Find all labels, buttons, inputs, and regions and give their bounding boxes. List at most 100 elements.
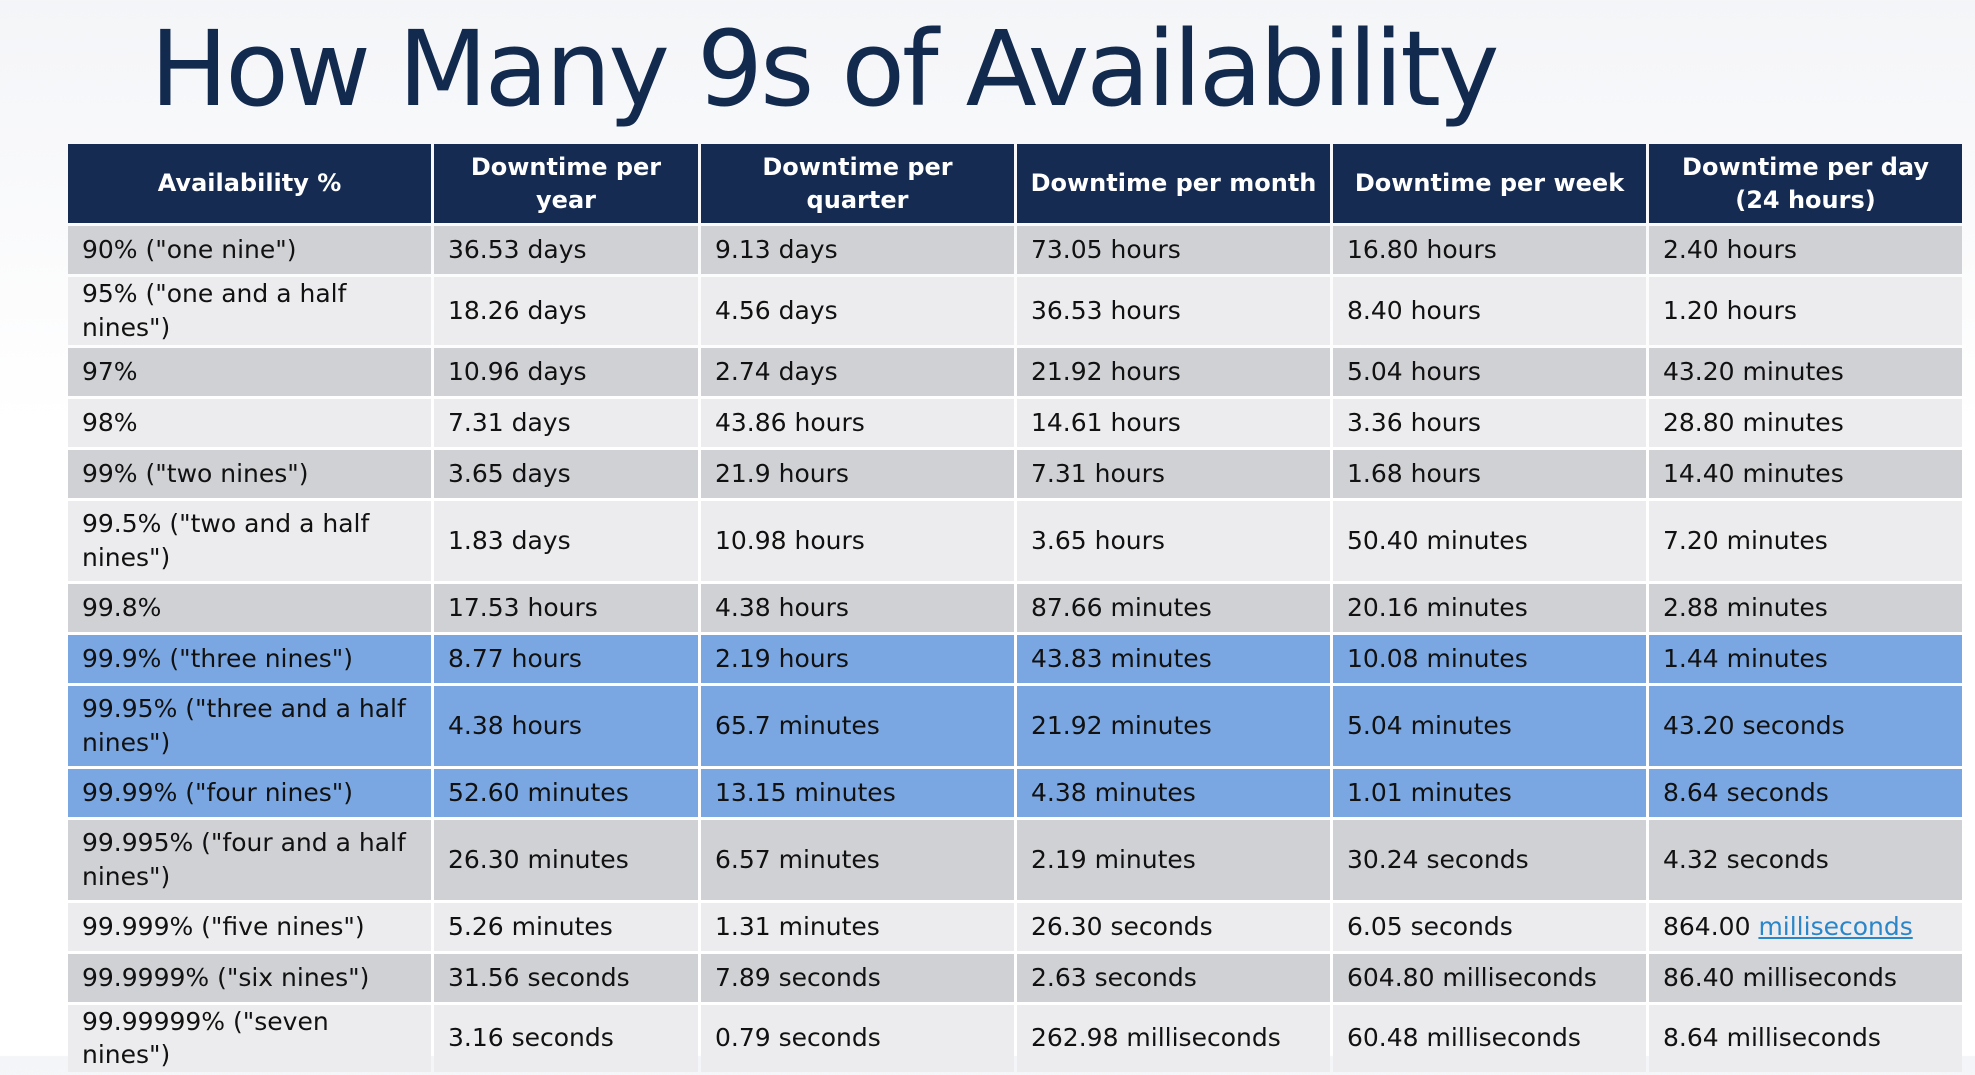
table-row: 90% ("one nine") 36.53 days 9.13 days 73.05…	[68, 226, 1962, 274]
cell-availability: 99.99999% ("seven nines")	[68, 1004, 431, 1072]
table-row: 99.9% ("three nines") 8.77 hours 2.19 hour…	[68, 634, 1962, 683]
milliseconds-link[interactable]: milliseconds	[1758, 911, 1913, 941]
cell-downtime-month: 4.38 minutes	[1017, 768, 1330, 817]
cell-availability: 99.95% ("three and a half nines")	[68, 685, 431, 766]
table-row: 99.999% ("five nines") 5.26 minutes 1.31 m…	[68, 902, 1962, 951]
cell-downtime-year: 10.96 days	[434, 347, 698, 396]
cell-downtime-year: 18.26 days	[434, 277, 698, 345]
cell-downtime-day: 2.40 hours	[1649, 226, 1962, 274]
cell-downtime-quarter: 43.86 hours	[701, 398, 1014, 447]
cell-downtime-day: 8.64 seconds	[1649, 768, 1962, 817]
cell-downtime-quarter: 9.13 days	[701, 226, 1014, 274]
cell-downtime-day: 43.20 minutes	[1649, 347, 1962, 396]
cell-downtime-week: 604.80 milliseconds	[1333, 953, 1646, 1002]
cell-downtime-quarter: 2.19 hours	[701, 634, 1014, 683]
cell-availability: 98%	[68, 398, 431, 447]
cell-downtime-day: 86.40 milliseconds	[1649, 953, 1962, 1002]
cell-downtime-week: 10.08 minutes	[1333, 634, 1646, 683]
cell-downtime-week: 60.48 milliseconds	[1333, 1004, 1646, 1072]
table-row: 95% ("one and a half nines") 18.26 days 4.…	[68, 277, 1962, 345]
cell-downtime-quarter: 4.38 hours	[701, 583, 1014, 632]
header-downtime-week: Downtime per week	[1333, 144, 1646, 223]
table-row: 98% 7.31 days 43.86 hours 14.61 hours 3.36 h…	[68, 398, 1962, 447]
table-row: 99.5% ("two and a half nines") 1.83 days 1…	[68, 500, 1962, 581]
header-downtime-year: Downtime per year	[434, 144, 698, 223]
cell-availability: 99.999% ("five nines")	[68, 902, 431, 951]
cell-downtime-week: 3.36 hours	[1333, 398, 1646, 447]
cell-downtime-month: 7.31 hours	[1017, 449, 1330, 498]
cell-downtime-day: 7.20 minutes	[1649, 500, 1962, 581]
cell-availability: 99.5% ("two and a half nines")	[68, 500, 431, 581]
table-row: 97% 10.96 days 2.74 days 21.92 hours 5.04 ho…	[68, 347, 1962, 396]
cell-downtime-quarter: 1.31 minutes	[701, 902, 1014, 951]
cell-availability: 99.9% ("three nines")	[68, 634, 431, 683]
cell-availability: 99% ("two nines")	[68, 449, 431, 498]
cell-downtime-year: 4.38 hours	[434, 685, 698, 766]
cell-downtime-year: 3.65 days	[434, 449, 698, 498]
cell-downtime-week: 5.04 minutes	[1333, 685, 1646, 766]
cell-downtime-year: 3.16 seconds	[434, 1004, 698, 1072]
cell-downtime-day: 2.88 minutes	[1649, 583, 1962, 632]
page-title: How Many 9s of Availability	[150, 8, 1500, 130]
cell-downtime-year: 26.30 minutes	[434, 819, 698, 900]
cell-downtime-day: 864.00 milliseconds	[1649, 902, 1962, 951]
table-row: 99.95% ("three and a half nines") 4.38 ho…	[68, 685, 1962, 766]
cell-downtime-day: 14.40 minutes	[1649, 449, 1962, 498]
cell-downtime-year: 31.56 seconds	[434, 953, 698, 1002]
cell-downtime-month: 2.19 minutes	[1017, 819, 1330, 900]
cell-availability: 90% ("one nine")	[68, 226, 431, 274]
table-row: 99.8% 17.53 hours 4.38 hours 87.66 minutes 2…	[68, 583, 1962, 632]
cell-downtime-month: 14.61 hours	[1017, 398, 1330, 447]
cell-downtime-week: 50.40 minutes	[1333, 500, 1646, 581]
table-body: 90% ("one nine") 36.53 days 9.13 days 73.05…	[68, 226, 1962, 1072]
cell-downtime-week: 6.05 seconds	[1333, 902, 1646, 951]
header-row: Availability % Downtime per year Downtim…	[68, 144, 1962, 223]
cell-downtime-month: 262.98 milliseconds	[1017, 1004, 1330, 1072]
cell-downtime-year: 7.31 days	[434, 398, 698, 447]
cell-availability: 95% ("one and a half nines")	[68, 277, 431, 345]
table-row: 99.995% ("four and a half nines") 26.30 m…	[68, 819, 1962, 900]
cell-downtime-quarter: 0.79 seconds	[701, 1004, 1014, 1072]
cell-downtime-day: 43.20 seconds	[1649, 685, 1962, 766]
header-downtime-month: Downtime per month	[1017, 144, 1330, 223]
cell-downtime-year: 8.77 hours	[434, 634, 698, 683]
header-downtime-day: Downtime per day (24 hours)	[1649, 144, 1962, 223]
table-row: 99.99% ("four nines") 52.60 minutes 13.15 …	[68, 768, 1962, 817]
availability-table-container: Availability % Downtime per year Downtim…	[65, 141, 1962, 1075]
cell-downtime-week: 1.01 minutes	[1333, 768, 1646, 817]
cell-downtime-quarter: 65.7 minutes	[701, 685, 1014, 766]
cell-downtime-month: 21.92 hours	[1017, 347, 1330, 396]
cell-downtime-year: 17.53 hours	[434, 583, 698, 632]
cell-downtime-quarter: 6.57 minutes	[701, 819, 1014, 900]
cell-availability: 99.9999% ("six nines")	[68, 953, 431, 1002]
cell-downtime-quarter: 2.74 days	[701, 347, 1014, 396]
cell-downtime-day: 4.32 seconds	[1649, 819, 1962, 900]
cell-availability: 99.8%	[68, 583, 431, 632]
cell-downtime-day: 1.20 hours	[1649, 277, 1962, 345]
cell-downtime-quarter: 10.98 hours	[701, 500, 1014, 581]
header-downtime-quarter: Downtime per quarter	[701, 144, 1014, 223]
cell-availability: 99.995% ("four and a half nines")	[68, 819, 431, 900]
cell-downtime-month: 36.53 hours	[1017, 277, 1330, 345]
cell-downtime-quarter: 21.9 hours	[701, 449, 1014, 498]
header-availability: Availability %	[68, 144, 431, 223]
cell-downtime-month: 21.92 minutes	[1017, 685, 1330, 766]
cell-downtime-day: 8.64 milliseconds	[1649, 1004, 1962, 1072]
cell-value-text: 864.00	[1663, 911, 1759, 941]
cell-availability: 99.99% ("four nines")	[68, 768, 431, 817]
cell-downtime-month: 73.05 hours	[1017, 226, 1330, 274]
cell-downtime-quarter: 4.56 days	[701, 277, 1014, 345]
table-header: Availability % Downtime per year Downtim…	[68, 144, 1962, 223]
cell-downtime-day: 1.44 minutes	[1649, 634, 1962, 683]
cell-downtime-quarter: 13.15 minutes	[701, 768, 1014, 817]
cell-downtime-day: 28.80 minutes	[1649, 398, 1962, 447]
cell-downtime-week: 16.80 hours	[1333, 226, 1646, 274]
cell-downtime-month: 26.30 seconds	[1017, 902, 1330, 951]
table-row: 99.99999% ("seven nines") 3.16 seconds 0.7…	[68, 1004, 1962, 1072]
cell-availability: 97%	[68, 347, 431, 396]
cell-downtime-year: 1.83 days	[434, 500, 698, 581]
table-row: 99% ("two nines") 3.65 days 21.9 hours 7.31…	[68, 449, 1962, 498]
cell-downtime-quarter: 7.89 seconds	[701, 953, 1014, 1002]
cell-downtime-month: 43.83 minutes	[1017, 634, 1330, 683]
availability-table: Availability % Downtime per year Downtim…	[65, 141, 1965, 1075]
